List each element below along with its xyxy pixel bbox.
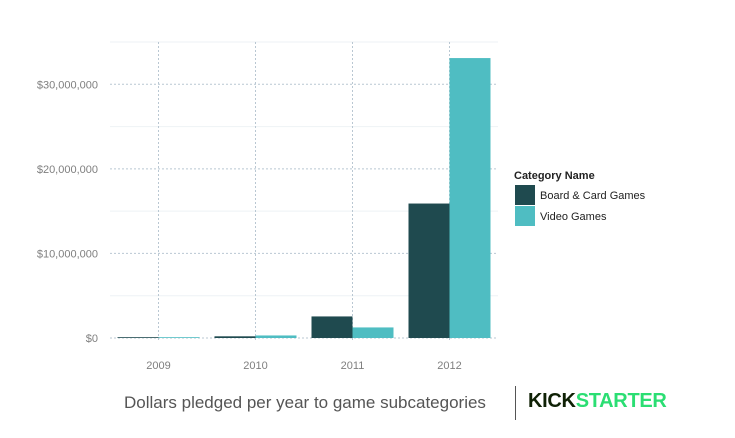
logo-part-starter: STARTER: [575, 390, 667, 412]
y-tick-label: $10,000,000: [37, 248, 98, 260]
bar-video-2011: [352, 327, 394, 338]
kickstarter-logo: KICKSTARTER: [528, 390, 667, 413]
axis-labels: $0 $10,000,000 $20,000,000 $30,000,000 2009 2…: [37, 79, 462, 372]
legend: Category Name Board & Card Games Video Ga…: [514, 170, 646, 226]
footer: Dollars pledged per year to game subcate…: [0, 384, 735, 424]
bar-video-2009: [158, 337, 200, 338]
bar-video-2010: [255, 335, 297, 338]
bar-board-card-2009: [117, 337, 159, 338]
legend-label: Board & Card Games: [540, 190, 646, 202]
bar-chart: $0 $10,000,000 $20,000,000 $30,000,000 2009 2…: [37, 41, 646, 372]
caption: Dollars pledged per year to game subcate…: [124, 393, 486, 412]
x-tick-label: 2011: [341, 360, 365, 372]
bars: [117, 58, 491, 338]
legend-swatch: [515, 206, 535, 226]
bar-board-card-2012: [408, 203, 450, 338]
y-tick-label: $20,000,000: [37, 164, 98, 176]
bar-board-card-2011: [311, 316, 353, 338]
x-tick-label: 2012: [437, 360, 461, 372]
x-tick-label: 2010: [243, 360, 267, 372]
footer-divider: [515, 386, 516, 420]
bar-board-card-2010: [214, 336, 256, 338]
x-tick-label: 2009: [146, 360, 170, 372]
y-tick-label: $0: [86, 333, 98, 345]
logo-part-kick: KICK: [528, 390, 576, 412]
legend-title: Category Name: [514, 170, 595, 182]
y-tick-label: $30,000,000: [37, 79, 98, 91]
bar-video-2012: [449, 58, 491, 338]
legend-swatch: [515, 185, 535, 205]
legend-label: Video Games: [540, 211, 607, 223]
